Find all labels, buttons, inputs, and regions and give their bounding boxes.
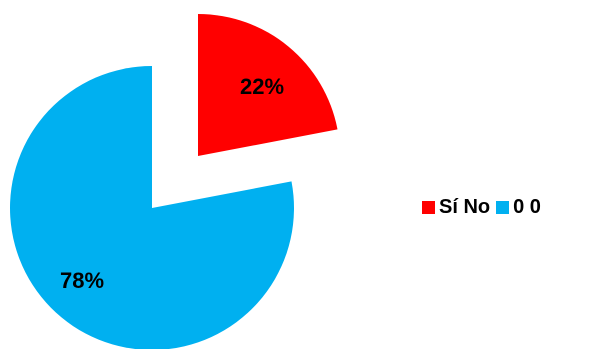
pie-slices [10, 14, 338, 349]
chart-legend: Sí No 0 0 [422, 196, 547, 219]
data-label-0-0: 78% [60, 268, 104, 293]
legend-label-0-0: 0 0 [513, 196, 541, 218]
legend-entry-0-0: 0 0 [496, 196, 541, 219]
data-label-si-no: 22% [240, 74, 284, 99]
legend-swatch-0-0 [496, 201, 510, 214]
pie-slice-si-no [198, 14, 338, 156]
pie-data-labels: 22% 78% [60, 74, 284, 293]
legend-swatch-si-no [422, 201, 435, 214]
legend-entry-si-no: Sí No [422, 196, 490, 219]
legend-label-si-no: Sí No [439, 196, 491, 218]
pie-slice-0-0 [10, 66, 294, 349]
